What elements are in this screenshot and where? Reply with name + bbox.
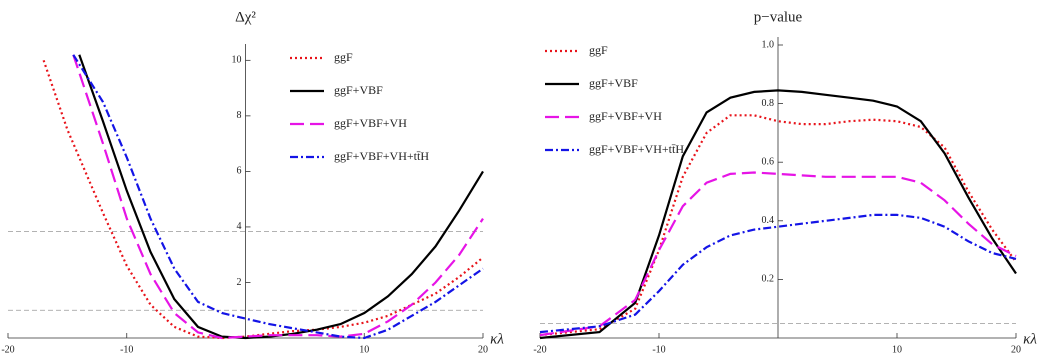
y-tick-label: 6 [237, 166, 242, 177]
legend-label: ggF+VBF+VH [334, 116, 407, 130]
x-tick-label: -20 [1, 344, 14, 354]
x-tick-label: -10 [120, 344, 133, 354]
series-line [539, 213, 1017, 334]
x-axis-label: κλ [490, 331, 504, 347]
legend-label: ggF+VBF+VH [589, 109, 662, 123]
y-tick-label: 8 [237, 110, 242, 121]
series-line [539, 171, 1017, 337]
y-tick-label: 0.6 [762, 156, 775, 167]
chart-title: p−value [754, 9, 803, 25]
chart-title: Δχ² [235, 9, 256, 25]
series-line [539, 89, 1017, 340]
y-tick-label: 1.0 [762, 39, 775, 50]
y-tick-label: 0.2 [762, 274, 775, 285]
legend-label: ggF+VBF [589, 76, 638, 90]
legend-label: ggF+VBF+VH+tt̄H [589, 142, 684, 156]
x-tick-label: 10 [359, 344, 369, 354]
legend-label: ggF [589, 43, 608, 57]
x-tick-label: -10 [652, 344, 665, 354]
x-tick-label: 20 [478, 344, 488, 354]
x-axis-label: κλ [1023, 331, 1037, 347]
y-tick-label: 10 [232, 55, 242, 66]
x-tick-label: -20 [533, 344, 546, 354]
series-line [42, 59, 484, 340]
y-tick-label: 0.8 [762, 98, 775, 109]
legend-label: ggF+VBF+VH+tt̄H [334, 149, 429, 163]
x-tick-label: 10 [892, 344, 902, 354]
y-tick-label: 4 [237, 221, 242, 232]
y-tick-label: 2 [237, 277, 242, 288]
legend-label: ggF+VBF [334, 83, 383, 97]
legend-label: ggF [334, 50, 353, 64]
y-tick-label: 0.4 [762, 215, 775, 226]
series-line [72, 54, 484, 340]
x-tick-label: 20 [1011, 344, 1021, 354]
